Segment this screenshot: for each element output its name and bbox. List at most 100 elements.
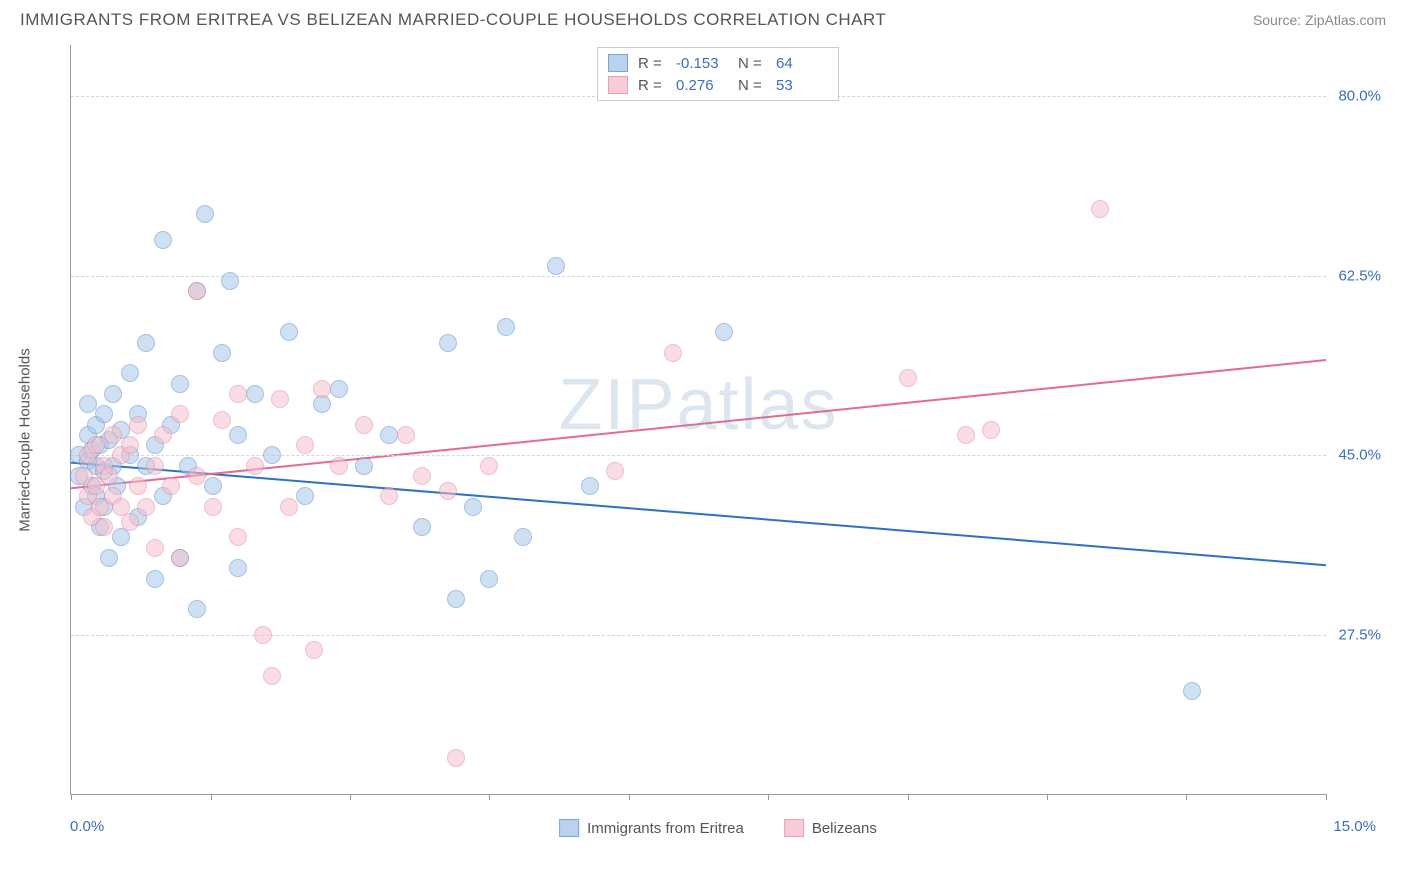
point-eritrea (497, 318, 515, 336)
point-belize (188, 467, 206, 485)
point-eritrea (439, 334, 457, 352)
x-tick (768, 794, 769, 800)
point-eritrea (229, 559, 247, 577)
point-eritrea (547, 257, 565, 275)
point-belize (104, 426, 122, 444)
point-eritrea (196, 205, 214, 223)
grid-line (71, 455, 1326, 456)
x-tick (629, 794, 630, 800)
point-eritrea (229, 426, 247, 444)
plot-area: ZIPatlas 27.5%45.0%62.5%80.0% (70, 45, 1326, 795)
trend-line-eritrea (71, 463, 1326, 566)
y-axis-title: Married-couple Households (17, 348, 34, 531)
chart-title: IMMIGRANTS FROM ERITREA VS BELIZEAN MARR… (20, 10, 886, 30)
point-eritrea (280, 323, 298, 341)
chart-header: IMMIGRANTS FROM ERITREA VS BELIZEAN MARR… (0, 0, 1406, 35)
x-tick (71, 794, 72, 800)
point-eritrea (137, 334, 155, 352)
point-eritrea (263, 446, 281, 464)
point-eritrea (330, 380, 348, 398)
x-tick (211, 794, 212, 800)
y-tick-label: 62.5% (1338, 267, 1381, 284)
point-belize (171, 405, 189, 423)
x-axis-max-label: 15.0% (1333, 818, 1376, 835)
point-belize (87, 436, 105, 454)
point-eritrea (581, 477, 599, 495)
point-belize (606, 462, 624, 480)
point-eritrea (480, 570, 498, 588)
legend-series-item: Belizeans (784, 819, 877, 837)
point-belize (129, 477, 147, 495)
point-belize (330, 457, 348, 475)
x-tick (1326, 794, 1327, 800)
point-eritrea (154, 231, 172, 249)
watermark: ZIPatlas (558, 364, 838, 446)
point-belize (213, 411, 231, 429)
x-tick (1186, 794, 1187, 800)
swatch-belize (608, 76, 628, 94)
chart-wrap: Married-couple Households ZIPatlas 27.5%… (50, 35, 1386, 845)
point-belize (162, 477, 180, 495)
legend-corr-row: R =0.276N =53 (608, 74, 828, 96)
point-belize (121, 513, 139, 531)
swatch-eritrea (608, 54, 628, 72)
point-belize (95, 518, 113, 536)
point-eritrea (447, 590, 465, 608)
point-belize (229, 385, 247, 403)
legend-corr-row: R =-0.153N =64 (608, 52, 828, 74)
legend-swatch (559, 819, 579, 837)
point-eritrea (213, 344, 231, 362)
point-eritrea (112, 528, 130, 546)
point-eritrea (188, 600, 206, 618)
trend-lines (71, 45, 1326, 794)
point-eritrea (95, 405, 113, 423)
point-belize (146, 539, 164, 557)
point-belize (413, 467, 431, 485)
point-eritrea (464, 498, 482, 516)
point-belize (271, 390, 289, 408)
point-belize (982, 421, 1000, 439)
point-eritrea (221, 272, 239, 290)
x-tick (908, 794, 909, 800)
point-belize (957, 426, 975, 444)
point-eritrea (514, 528, 532, 546)
chart-source: Source: ZipAtlas.com (1253, 12, 1386, 28)
y-tick-label: 27.5% (1338, 626, 1381, 643)
point-eritrea (246, 385, 264, 403)
point-belize (263, 667, 281, 685)
point-belize (280, 498, 298, 516)
point-belize (188, 282, 206, 300)
x-tick (350, 794, 351, 800)
y-tick-label: 80.0% (1338, 88, 1381, 105)
point-belize (121, 436, 139, 454)
point-belize (204, 498, 222, 516)
x-tick (1047, 794, 1048, 800)
point-belize (137, 498, 155, 516)
point-belize (664, 344, 682, 362)
point-eritrea (171, 375, 189, 393)
point-belize (397, 426, 415, 444)
point-eritrea (413, 518, 431, 536)
point-belize (129, 416, 147, 434)
point-belize (154, 426, 172, 444)
n-value: 53 (776, 77, 828, 94)
point-belize (296, 436, 314, 454)
point-belize (1091, 200, 1109, 218)
legend-series-label: Immigrants from Eritrea (587, 820, 744, 837)
x-tick (489, 794, 490, 800)
point-eritrea (146, 570, 164, 588)
point-belize (480, 457, 498, 475)
point-belize (100, 467, 118, 485)
point-eritrea (715, 323, 733, 341)
point-eritrea (79, 395, 97, 413)
point-eritrea (104, 385, 122, 403)
point-belize (313, 380, 331, 398)
point-eritrea (313, 395, 331, 413)
point-eritrea (296, 487, 314, 505)
grid-line (71, 276, 1326, 277)
point-belize (171, 549, 189, 567)
point-eritrea (355, 457, 373, 475)
point-belize (254, 626, 272, 644)
point-belize (146, 457, 164, 475)
y-tick-label: 45.0% (1338, 447, 1381, 464)
